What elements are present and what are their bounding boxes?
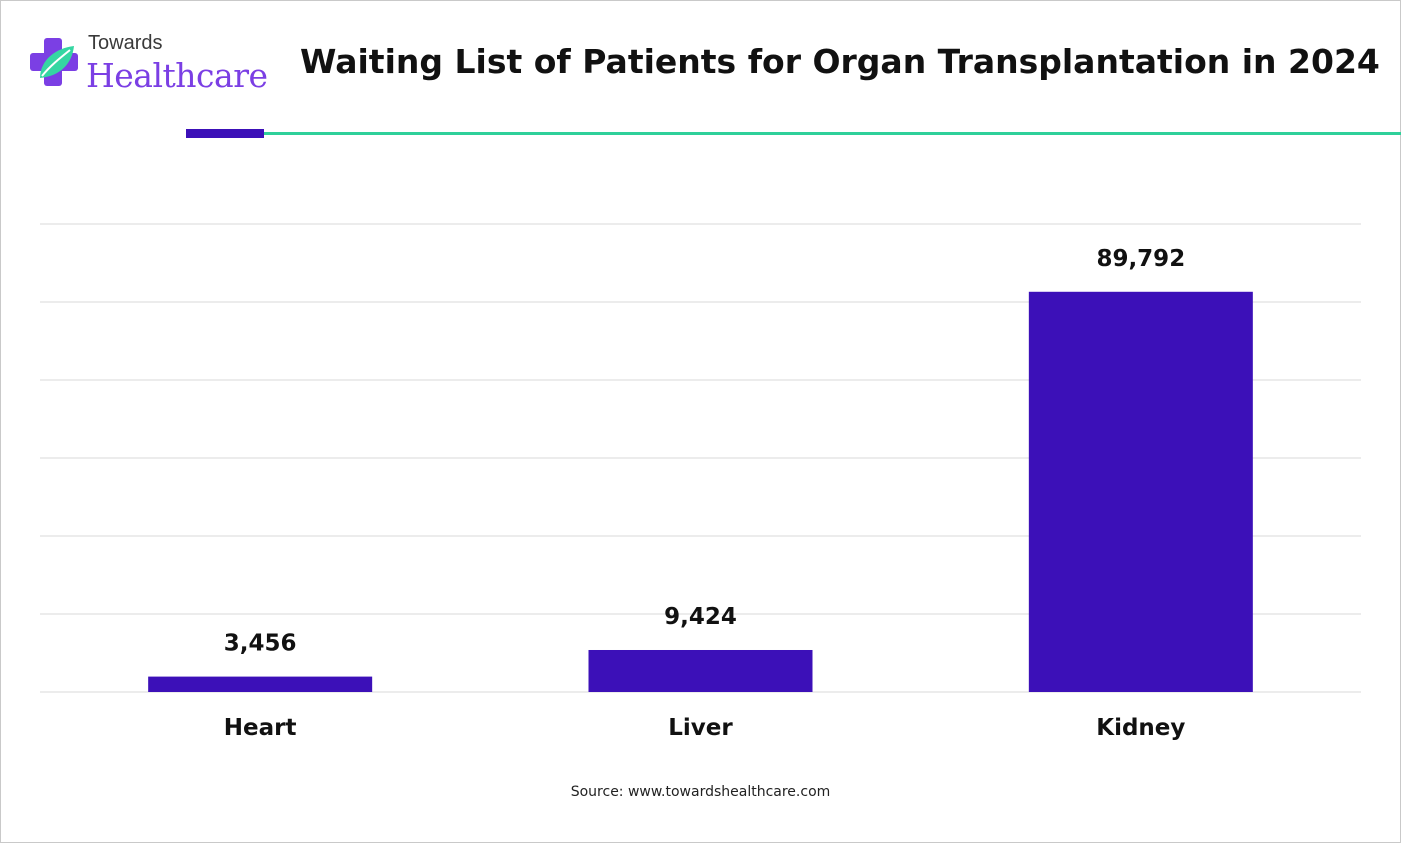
brand-name-line1: Towards [88, 32, 163, 54]
x-tick-label-heart: Heart [224, 715, 297, 741]
bar-heart [148, 676, 373, 692]
bar-liver [588, 649, 813, 692]
title-accent-bar [186, 129, 264, 138]
bar-kidney [1028, 291, 1253, 692]
data-label-liver: 9,424 [664, 604, 737, 630]
data-label-heart: 3,456 [224, 631, 297, 657]
title-divider-line [264, 132, 1401, 135]
x-tick-label-kidney: Kidney [1096, 715, 1185, 741]
data-label-kidney: 89,792 [1096, 246, 1185, 272]
x-tick-label-liver: Liver [668, 715, 733, 741]
brand-name-line2: Healthcare [86, 56, 268, 95]
medical-cross-leaf-icon [30, 38, 78, 86]
brand-logo: Towards Healthcare [26, 30, 268, 100]
source-note: Source: www.towardshealthcare.com [570, 784, 831, 800]
chart-title: Waiting List of Patients for Organ Trans… [300, 42, 1380, 81]
